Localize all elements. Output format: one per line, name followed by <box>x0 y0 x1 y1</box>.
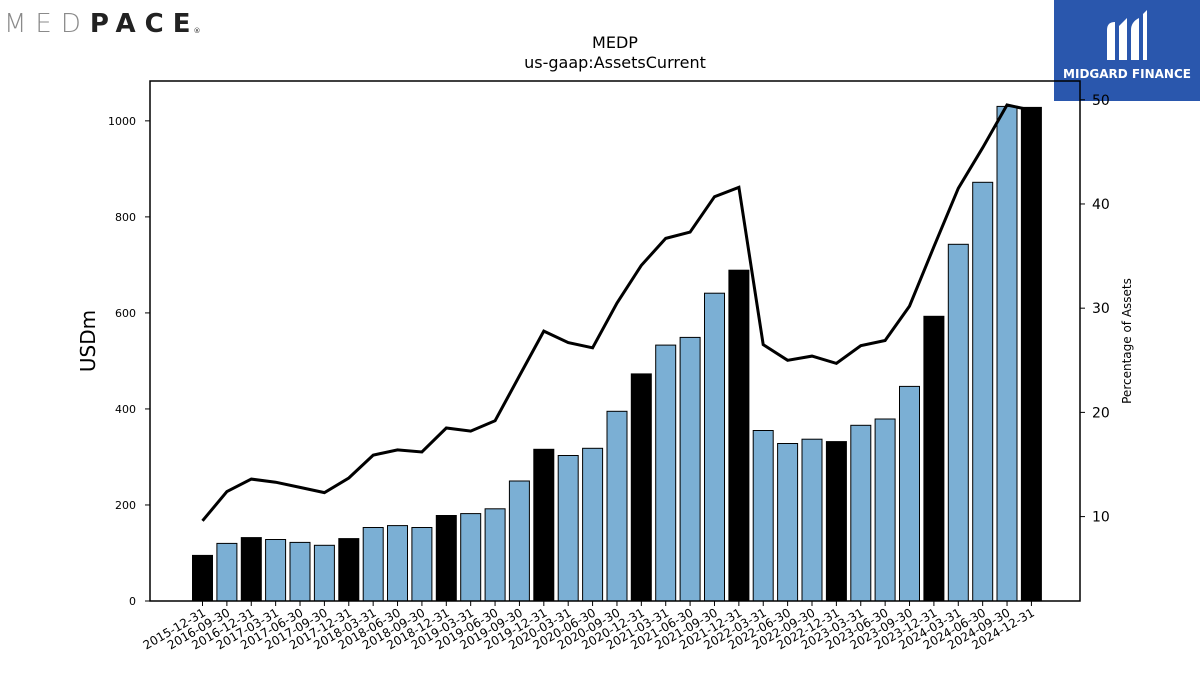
y-tick-label: 1000 <box>108 115 136 128</box>
bar-2019-06-30 <box>484 508 506 602</box>
plot-frame <box>149 80 1081 602</box>
bar-2017-06-30 <box>289 541 311 602</box>
midgard-mark-icon <box>1107 10 1147 60</box>
registered-mark: ® <box>193 27 201 35</box>
y2-tick-label: 50 <box>1092 93 1110 109</box>
bar-2023-06-30 <box>874 418 896 602</box>
bar-2019-03-31 <box>460 513 482 602</box>
y2-axis-ticks: 10 20 30 40 50 <box>1080 93 1110 526</box>
bar-2017-03-31 <box>265 539 287 602</box>
medpace-logo-bold-text: PACE <box>89 9 200 39</box>
bar-2020-12-31 <box>630 373 652 602</box>
bar-2023-12-31 <box>923 315 945 602</box>
bar-2021-12-31 <box>728 269 750 602</box>
y-tick-label: 800 <box>115 211 136 224</box>
bar-2022-06-30 <box>777 443 799 602</box>
bar-2021-09-30 <box>704 292 725 602</box>
bar-2021-06-30 <box>679 336 701 602</box>
bar-2020-03-31 <box>557 455 579 602</box>
bar-2023-03-31 <box>850 424 872 602</box>
y-tick-label: 200 <box>115 499 136 512</box>
y2-tick-label: 20 <box>1092 405 1110 421</box>
y-axis-ticks: 0 200 400 600 800 1000 <box>108 115 150 608</box>
bar-2020-09-30 <box>606 410 628 602</box>
medpace-logo-light-text: MED <box>4 9 90 39</box>
bar-2024-03-31 <box>947 243 969 602</box>
bar-2022-09-30 <box>801 438 823 602</box>
bar-2024-09-30 <box>996 105 1018 602</box>
x-axis-ticks: 2015-12-312016-09-302016-12-312017-03-31… <box>141 601 1037 652</box>
bar-2015-12-31 <box>192 554 213 602</box>
bar-2023-09-30 <box>899 385 920 602</box>
bar-2021-03-31 <box>655 344 677 602</box>
bars-group <box>192 105 1042 602</box>
y-tick-label: 0 <box>129 595 136 608</box>
bar-2017-12-31 <box>338 538 360 602</box>
bar-2022-12-31 <box>825 441 847 602</box>
midgard-finance-brand: MIDGARD FINANCE <box>1063 67 1191 81</box>
bar-2022-03-31 <box>752 430 774 602</box>
bar-2016-12-31 <box>240 537 262 602</box>
bar-2018-09-30 <box>411 527 433 602</box>
bar-2024-12-31 <box>1020 106 1042 602</box>
bar-2024-06-30 <box>972 181 994 602</box>
bar-2018-06-30 <box>387 525 408 602</box>
y-tick-label: 600 <box>115 307 136 320</box>
chart-title: MEDP <box>592 33 638 52</box>
bar-2017-09-30 <box>313 544 335 602</box>
bar-2016-09-30 <box>216 542 238 602</box>
chart-subtitle: us-gaap:AssetsCurrent <box>524 53 706 72</box>
medpace-logo: MED PACE ® <box>4 2 201 46</box>
y-tick-label: 400 <box>115 403 136 416</box>
y2-axis-label: Percentage of Assets <box>1120 278 1134 404</box>
y2-tick-label: 40 <box>1092 197 1110 213</box>
y-axis-label: USDm <box>76 310 100 372</box>
bar-2019-12-31 <box>533 448 555 602</box>
bar-2019-09-30 <box>508 480 530 602</box>
bar-2020-06-30 <box>582 447 604 602</box>
bar-2018-03-31 <box>362 527 384 602</box>
percentage-line <box>201 103 1032 522</box>
bar-2018-12-31 <box>435 515 457 602</box>
midgard-finance-logo: MIDGARD FINANCE <box>1054 0 1200 101</box>
y2-tick-label: 30 <box>1092 301 1110 317</box>
y2-tick-label: 10 <box>1092 510 1110 526</box>
